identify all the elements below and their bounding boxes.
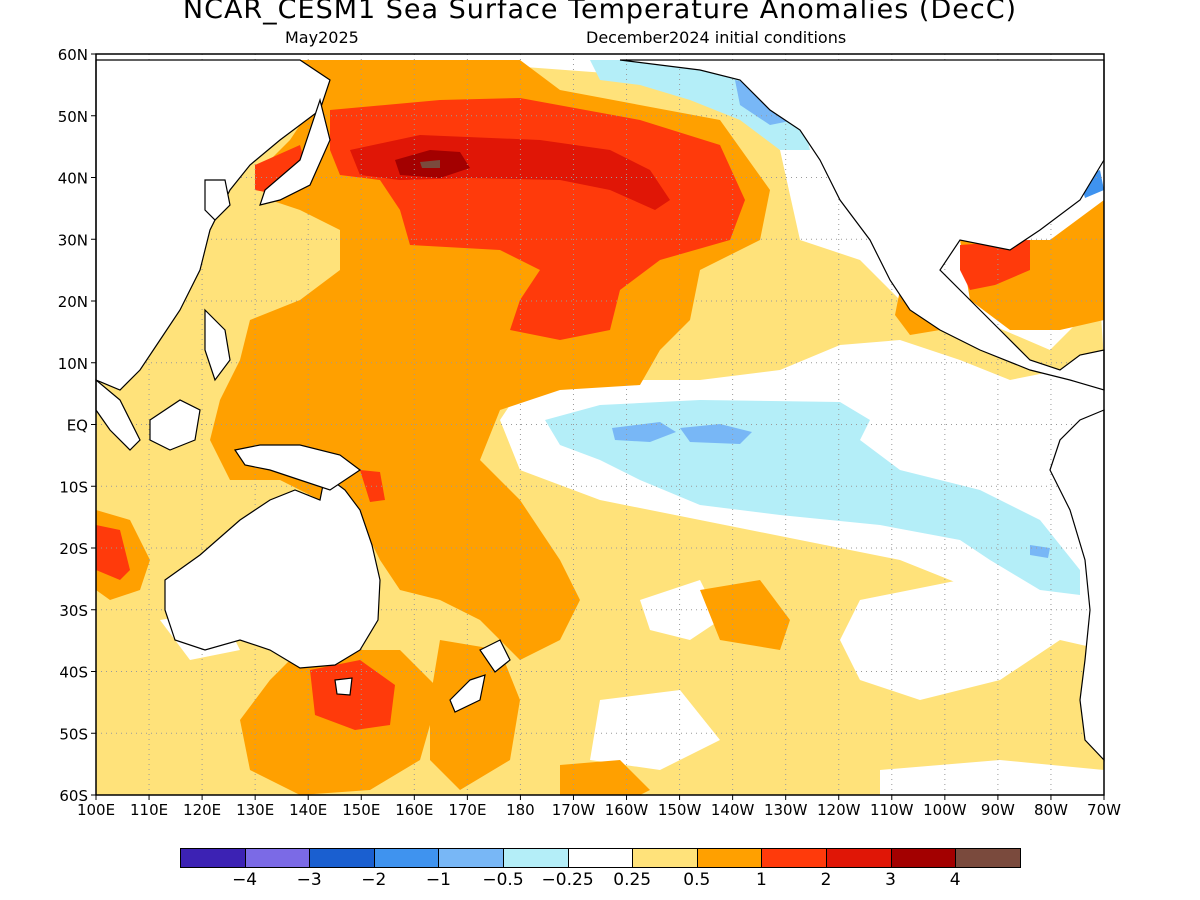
colorbar-label: −2: [361, 870, 387, 890]
latitude-label: 60N: [58, 46, 88, 64]
tasmania-landmass: [334, 677, 353, 696]
colorbar-swatch: [826, 848, 892, 868]
anomaly-area-orange: [560, 760, 650, 795]
colorbar-swatch: [244, 848, 311, 868]
init-conditions-label: December2024 initial conditions: [586, 28, 847, 47]
anomaly-area-orange: [960, 200, 1104, 330]
longitude-label: 110E: [130, 801, 168, 819]
colorbar-swatch: [890, 848, 957, 868]
longitude-label: 170E: [448, 801, 486, 819]
anomaly-area-neutral: [880, 760, 1104, 795]
longitude-label: 80W: [1034, 801, 1068, 819]
colorbar-label: −4: [232, 870, 258, 890]
longitude-label: 140W: [711, 801, 755, 819]
anomaly-area-blue: [612, 422, 676, 442]
philippines-landmass: [204, 308, 231, 382]
longitude-label: 130E: [236, 801, 274, 819]
latitude-label: 40S: [59, 664, 88, 682]
colorbar-swatch: [632, 848, 698, 868]
latitude-label: 10N: [58, 355, 88, 373]
map-title: NCAR_CESM1 Sea Surface Temperature Anoma…: [182, 0, 1018, 25]
anomaly-area-blue: [1030, 545, 1050, 558]
colorbar-swatch: [955, 848, 1021, 868]
longitude-labels: 100E 110E 120E 130E 140E 150E 160E 170E 180 170W 1…: [77, 795, 1121, 819]
latitude-label: 30S: [59, 602, 88, 620]
japan-landmass: [259, 97, 331, 206]
colorbar-swatch: [503, 848, 569, 868]
anomaly-area-neutral: [590, 690, 720, 770]
latitude-label: 20N: [58, 293, 88, 311]
colorbar-swatch: [373, 848, 440, 868]
colorbar-label: 2: [820, 870, 832, 890]
anomaly-area-blue: [680, 424, 752, 444]
latitude-label: 50S: [59, 725, 88, 743]
colorbar-label: 0.25: [613, 870, 652, 890]
anomaly-area-neutral: [640, 580, 720, 640]
colorbar-swatch: [761, 848, 827, 868]
anomaly-area-neutral: [840, 580, 1060, 700]
longitude-label: 160E: [395, 801, 433, 819]
longitude-label: 120W: [817, 801, 861, 819]
longitude-label: 120E: [183, 801, 221, 819]
anomaly-area-red: [960, 240, 1030, 290]
colorbar-label: 4: [949, 870, 961, 890]
new-zealand-landmass: [449, 639, 511, 713]
latitude-label: 40N: [58, 170, 88, 188]
latitude-label: 10S: [59, 478, 88, 496]
longitude-label: 160W: [605, 801, 649, 819]
korea-landmass: [204, 179, 231, 221]
latitude-label: EQ: [67, 417, 88, 435]
longitude-label: 140E: [289, 801, 327, 819]
anomaly-area-orange: [700, 580, 790, 650]
longitude-label: 150E: [342, 801, 380, 819]
latitude-labels: 60N 50N 40N 30N 20N 10N EQ 10S 20S 30S 40S 50S 60S: [58, 46, 96, 805]
anomaly-area-light-blue: [545, 400, 1080, 595]
australia-landmass: [164, 473, 381, 669]
longitude-label: 150W: [658, 801, 702, 819]
anomaly-area-red: [96, 525, 130, 580]
longitude-label: 110W: [870, 801, 914, 819]
longitude-label: 130W: [764, 801, 808, 819]
borneo-landmass: [149, 399, 201, 451]
colorbar-label: −0.25: [541, 870, 594, 890]
anomaly-area-orange: [430, 640, 520, 790]
colorbar-swatch: [180, 848, 246, 868]
colorbar-swatch: [309, 848, 375, 868]
longitude-label: 170W: [552, 801, 596, 819]
anomaly-area-peak: [420, 160, 440, 168]
longitude-label: 70W: [1087, 801, 1121, 819]
new-guinea-landmass: [234, 444, 362, 491]
latitude-label: 60S: [59, 787, 88, 805]
latitude-label: 20S: [59, 540, 88, 558]
valid-month-label: May2025: [285, 28, 359, 47]
colorbar-label: −0.5: [482, 870, 524, 890]
south-america-landmass: [1049, 409, 1105, 762]
colorbar-label: 1: [755, 870, 767, 890]
colorbar-swatch: [567, 848, 634, 868]
colorbar-swatch: [438, 848, 504, 868]
colorbar-label: 0.5: [683, 870, 711, 890]
colorbar-label: 3: [885, 870, 897, 890]
colorbar-label: −3: [296, 870, 322, 890]
colorbar-swatch: [696, 848, 763, 868]
longitude-label: 90W: [981, 801, 1015, 819]
longitude-label: 180: [506, 801, 535, 819]
longitude-label: 100W: [923, 801, 967, 819]
latitude-label: 50N: [58, 108, 88, 126]
latitude-label: 30N: [58, 231, 88, 249]
longitude-label: 100E: [77, 801, 115, 819]
colorbar-label: −1: [425, 870, 451, 890]
anomaly-area-red: [360, 470, 385, 502]
anomaly-area-red: [310, 660, 395, 730]
asia-landmass: [95, 59, 331, 391]
coastlines: [95, 59, 1105, 762]
